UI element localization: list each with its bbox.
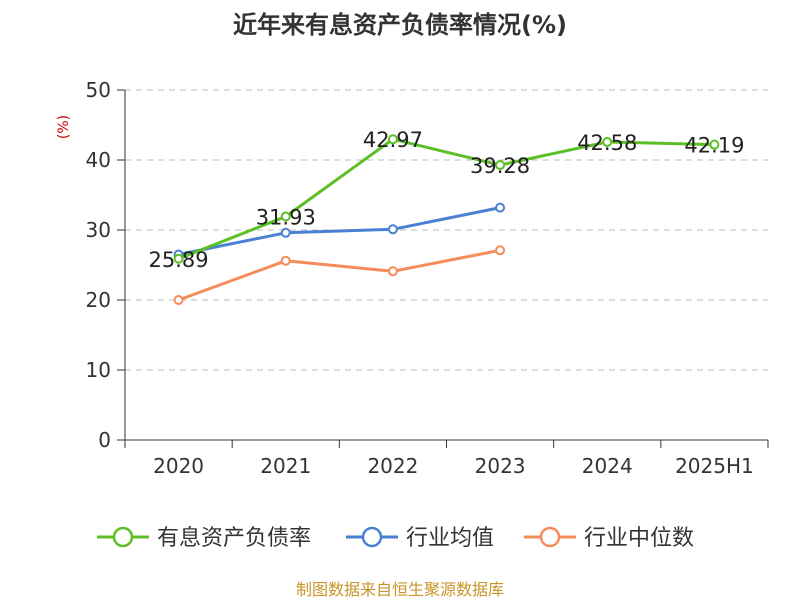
x-tick-label: 2022	[367, 454, 418, 478]
data-point	[387, 224, 398, 235]
series-line	[178, 248, 501, 302]
data-labels: 25.89 31.93 42.97 39.28 42.58 42.19	[149, 128, 745, 272]
axes: 0 10 20 30 40 50 2020 2021 2022 2023 2024 2025H1	[86, 78, 769, 478]
legend-swatch-marker	[539, 526, 561, 548]
data-point	[173, 253, 184, 264]
data-point	[709, 139, 720, 150]
y-tick-label: 50	[86, 78, 111, 102]
data-point	[280, 211, 291, 222]
chart-title: 近年来有息资产负债率情况(%)	[233, 11, 567, 39]
data-label: 42.58	[577, 131, 637, 155]
source-note: 制图数据来自恒生聚源数据库	[296, 580, 504, 599]
data-label: 42.97	[363, 128, 423, 152]
x-tick-label: 2020	[153, 454, 204, 478]
series-group	[173, 134, 720, 305]
y-tick-label: 0	[98, 428, 111, 452]
data-label: 42.19	[684, 134, 744, 158]
y-tick-label: 40	[86, 148, 111, 172]
x-tick-label: 2025H1	[675, 454, 754, 478]
x-tick-label: 2024	[582, 454, 633, 478]
data-point	[280, 227, 291, 238]
series-line	[178, 137, 715, 261]
data-point	[495, 160, 506, 171]
legend: 有息资产负债率 行业均值 行业中位数	[97, 526, 694, 551]
gridlines	[125, 89, 768, 371]
x-tick-label: 2021	[260, 454, 311, 478]
data-point	[280, 255, 291, 266]
y-axis-label: (%)	[56, 115, 72, 139]
legend-label: 有息资产负债率	[157, 526, 311, 551]
data-point	[602, 136, 613, 147]
legend-label: 行业均值	[406, 526, 494, 551]
data-point	[387, 266, 398, 277]
data-point	[495, 245, 506, 256]
legend-swatch-marker	[361, 526, 383, 548]
series-line	[178, 206, 501, 256]
data-point	[173, 295, 184, 305]
data-point	[387, 134, 398, 145]
y-tick-label: 30	[86, 218, 111, 242]
data-label: 25.89	[149, 248, 209, 272]
y-tick-label: 10	[86, 358, 111, 382]
data-label: 31.93	[256, 205, 316, 229]
legend-swatch-marker	[112, 526, 134, 548]
data-label: 39.28	[470, 154, 530, 178]
legend-label: 行业中位数	[584, 526, 694, 551]
y-tick-label: 20	[86, 288, 111, 312]
x-tick-label: 2023	[475, 454, 526, 478]
data-point	[495, 202, 506, 213]
